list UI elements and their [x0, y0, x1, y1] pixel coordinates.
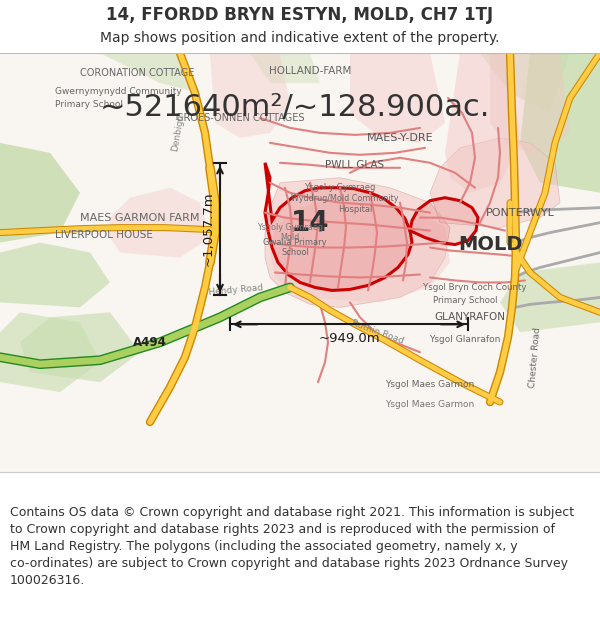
Text: 14, FFORDD BRYN ESTYN, MOLD, CH7 1TJ: 14, FFORDD BRYN ESTYN, MOLD, CH7 1TJ [106, 6, 494, 24]
Polygon shape [265, 177, 450, 308]
Text: CORONATION COTTAGE: CORONATION COTTAGE [80, 68, 194, 78]
Polygon shape [410, 198, 478, 244]
Text: Ysgol Maes Garmon: Ysgol Maes Garmon [385, 399, 475, 409]
Polygon shape [265, 162, 412, 291]
Text: HOLLAND-FARM: HOLLAND-FARM [269, 66, 351, 76]
Polygon shape [490, 53, 570, 153]
Polygon shape [350, 53, 445, 143]
Text: Chester Road: Chester Road [528, 327, 542, 388]
Text: ~521640m²/~128.900ac.: ~521640m²/~128.900ac. [100, 94, 490, 122]
Text: Hospital: Hospital [338, 205, 372, 214]
Text: Contains OS data © Crown copyright and database right 2021. This information is : Contains OS data © Crown copyright and d… [10, 506, 574, 588]
Polygon shape [0, 312, 100, 392]
Text: MAES-Y-DRE: MAES-Y-DRE [367, 133, 433, 143]
Text: MOLD: MOLD [458, 235, 522, 254]
Text: Ysgol Glanrafon: Ysgol Glanrafon [430, 335, 500, 344]
Text: MAES GARMON FARM: MAES GARMON FARM [80, 213, 199, 222]
Polygon shape [210, 53, 290, 138]
Polygon shape [100, 53, 200, 93]
Text: Gwernymynydd Community: Gwernymynydd Community [55, 86, 182, 96]
Polygon shape [445, 53, 520, 192]
Text: GROES-ONNEN COTTAGES: GROES-ONNEN COTTAGES [176, 113, 304, 123]
Polygon shape [480, 53, 570, 113]
Text: Ruthin Road: Ruthin Road [350, 319, 404, 346]
Text: ~1,057.7m: ~1,057.7m [202, 192, 215, 266]
Text: PONTERWYL: PONTERWYL [485, 208, 554, 217]
Polygon shape [500, 262, 600, 332]
Text: Wyddrug/Mold Community: Wyddrug/Mold Community [291, 194, 399, 203]
Text: Map shows position and indicative extent of the property.: Map shows position and indicative extent… [100, 31, 500, 45]
Text: Primary School: Primary School [55, 101, 123, 109]
Polygon shape [0, 242, 110, 308]
Polygon shape [250, 53, 320, 83]
Text: Ysgoly Gymraeg
Mold: Ysgoly Gymraeg Mold [257, 223, 323, 243]
Polygon shape [520, 53, 600, 192]
Polygon shape [430, 138, 560, 228]
Text: Denbigh: Denbigh [170, 113, 186, 152]
Polygon shape [110, 188, 210, 258]
Text: GLANYRAFON: GLANYRAFON [434, 312, 505, 322]
Text: Ysgol Bryn Coch County: Ysgol Bryn Coch County [423, 283, 527, 292]
Text: LIVERPOOL HOUSE: LIVERPOOL HOUSE [55, 229, 153, 239]
Text: Ysgol Maes Garmon: Ysgol Maes Garmon [385, 379, 475, 389]
Text: ~949.0m: ~949.0m [318, 332, 380, 345]
Text: PWLL GLAS: PWLL GLAS [325, 160, 385, 170]
Polygon shape [270, 198, 450, 302]
Text: Hendy Road: Hendy Road [208, 284, 263, 298]
Polygon shape [20, 312, 140, 382]
Text: Primary School: Primary School [433, 296, 497, 305]
Polygon shape [0, 53, 80, 242]
Text: A494: A494 [133, 336, 167, 349]
Text: 14: 14 [290, 209, 329, 237]
Text: Ysgol y Gymraeg: Ysgol y Gymraeg [304, 183, 376, 192]
Polygon shape [0, 53, 600, 472]
Text: Gwalia Primary
School: Gwalia Primary School [263, 238, 327, 258]
